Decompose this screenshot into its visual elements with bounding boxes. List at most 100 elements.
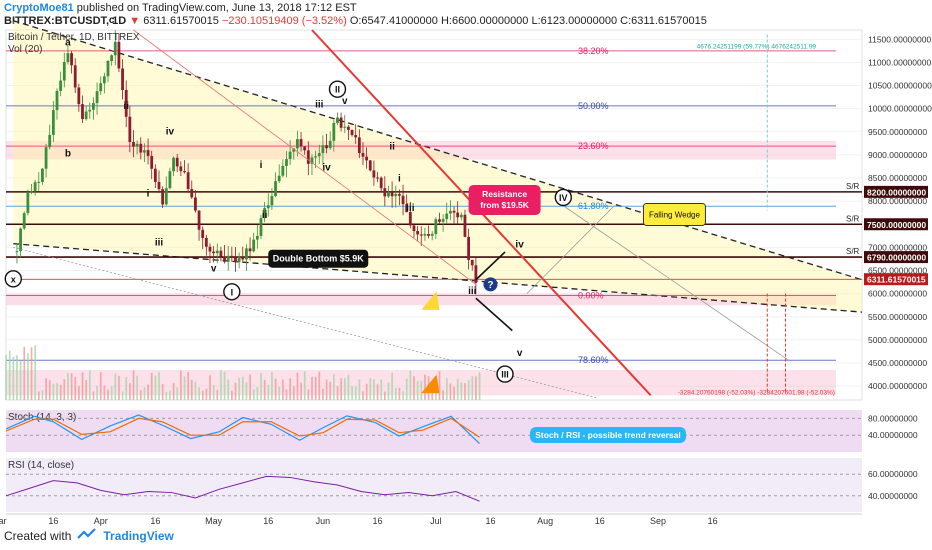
candle-body — [325, 145, 328, 149]
volume-bar — [161, 384, 164, 400]
author-name[interactable]: CryptoMoe81 — [4, 2, 74, 14]
volume-bar — [445, 378, 448, 400]
published-note: published on TradingView.com, June 13, 2… — [76, 2, 357, 14]
volume-bar — [227, 379, 230, 400]
volume-bar — [311, 376, 313, 400]
volume-bar — [347, 374, 350, 400]
candle-body — [252, 239, 256, 252]
sr-label: S/R — [846, 214, 860, 223]
price-tick-label: 9500.00000000 — [868, 127, 927, 137]
volume-bar — [118, 375, 120, 400]
volume-bar — [271, 372, 273, 400]
candle-body — [365, 156, 369, 161]
price-label-text: 7500.00000000 — [867, 220, 926, 230]
candle-body — [397, 193, 401, 196]
ohlc-values: O:6547.41000000 H:6600.00000000 L:6123.0… — [349, 15, 707, 27]
wave-label: a — [65, 38, 71, 49]
volume-bar — [252, 389, 255, 400]
wave-label: ii — [123, 101, 129, 112]
candle-body — [110, 55, 114, 62]
tradingview-logo-icon[interactable] — [77, 528, 97, 543]
price-label-box — [864, 273, 928, 286]
volume-bar — [278, 386, 281, 400]
candle-body — [456, 212, 460, 218]
price-tick-label: 9000.00000000 — [868, 150, 927, 160]
tradingview-brand[interactable]: TradingView — [103, 528, 174, 543]
candle-body — [175, 157, 179, 167]
volume-bar — [387, 382, 390, 400]
volume-bar — [300, 382, 302, 400]
candle-body — [150, 155, 154, 169]
volume-bar — [147, 384, 149, 400]
candle-body — [197, 210, 201, 230]
candle-body — [416, 231, 420, 235]
candle-body — [172, 157, 175, 172]
candle-body — [357, 137, 361, 154]
candle-body — [321, 145, 325, 154]
wave-label: i — [147, 189, 150, 200]
candle-body — [347, 126, 350, 130]
candle-body — [121, 68, 124, 90]
candle-body — [463, 214, 467, 237]
volume-bar — [241, 376, 244, 400]
volume-bar — [165, 391, 168, 400]
candle-body — [445, 213, 449, 220]
candle-body — [26, 192, 30, 214]
volume-bar — [464, 383, 466, 400]
fib-level-label: 23.60% — [578, 141, 609, 151]
candle-body — [230, 255, 234, 258]
candle-body — [241, 256, 245, 260]
volume-bar — [274, 378, 277, 400]
candle-body — [59, 80, 63, 91]
candle-body — [314, 156, 318, 158]
volume-bar — [110, 386, 113, 400]
volume-bar — [59, 384, 62, 400]
volume-bar — [322, 388, 324, 400]
candle-body — [212, 251, 216, 254]
stoch-background — [6, 410, 862, 452]
volume-bar — [329, 381, 332, 400]
candle-body — [368, 160, 372, 171]
last-price: 6311.61570015 — [143, 15, 219, 27]
wave-circle — [328, 80, 347, 98]
time-tick-label: 16 — [708, 516, 718, 526]
candle-body — [186, 172, 190, 190]
volume-bar — [402, 391, 404, 400]
candle-body — [405, 204, 409, 213]
candle-body — [143, 150, 146, 153]
price-label-text: 6311.61570015 — [867, 275, 926, 285]
volume-bar — [296, 372, 299, 400]
volume-bar — [325, 379, 328, 400]
volume-bar — [358, 379, 361, 400]
candle-body — [168, 171, 172, 189]
volume-bar — [416, 380, 419, 400]
volume-bar — [394, 387, 397, 400]
candle-body — [441, 219, 445, 222]
volume-bar — [267, 384, 270, 400]
candle-body — [423, 234, 427, 236]
warning-icon — [421, 291, 440, 310]
wedge-upper-line — [13, 20, 863, 281]
candle-body — [452, 210, 456, 213]
candle-body — [208, 246, 212, 252]
volume-bar — [314, 376, 317, 400]
measure-text: 4676.24251199 (59.77%) 4676242511.99 — [697, 44, 817, 51]
volume-bar — [413, 376, 415, 400]
volume-bar — [340, 378, 343, 400]
price-tick-label: 10500.00000000 — [868, 81, 932, 91]
volume-bar — [292, 386, 295, 400]
candle-body — [336, 117, 339, 123]
price-label-box — [864, 251, 928, 264]
candle-body — [223, 256, 226, 262]
volume-bar — [45, 378, 47, 400]
time-axis: Mar 16 Apr 16 May 16 Jun 16 Jul 16 Aug 16 Sep 16 — [0, 513, 862, 526]
wave-label: v — [211, 263, 217, 274]
volume-bar — [438, 371, 441, 400]
candle-body — [281, 165, 285, 176]
candle-body — [77, 87, 81, 105]
candle-body — [132, 142, 135, 147]
volume-bar — [238, 377, 241, 400]
candle-body — [81, 104, 84, 120]
candle-body — [288, 151, 292, 160]
